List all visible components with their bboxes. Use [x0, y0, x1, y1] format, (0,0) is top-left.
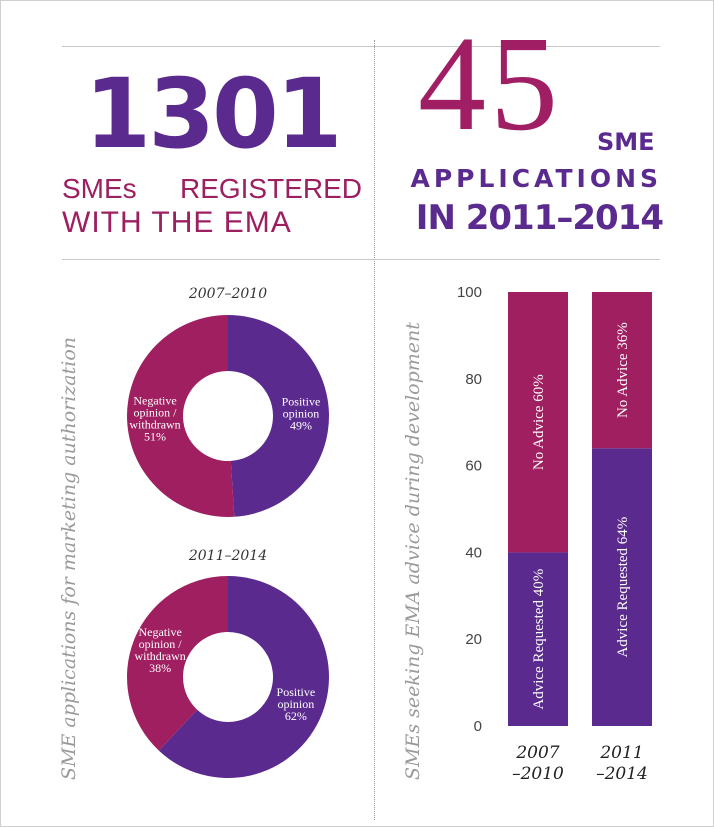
donut-slice-label: opinion /: [134, 405, 178, 419]
applications-count: 45: [418, 9, 562, 159]
donut-period-label: 2011–2014: [188, 548, 267, 564]
y-tick-label: 80: [465, 371, 482, 388]
vertical-divider: [374, 40, 375, 820]
top-rule: [62, 46, 660, 47]
donut-slice-label: 49%: [290, 419, 312, 433]
donut-slice-label: Negative: [138, 625, 181, 639]
x-category-label: –2010: [512, 764, 564, 784]
bar-segment: [592, 292, 652, 449]
donut-period-label: 2007–2010: [188, 286, 267, 302]
bar-segment: [592, 448, 652, 726]
donut-slice-label: opinion /: [139, 637, 183, 651]
bar-segment-label: Advice Requested 40%: [531, 569, 547, 710]
registered-count: 1301: [84, 58, 342, 170]
applications-period: IN 2011–2014: [415, 198, 664, 238]
donut-slice-label: withdrawn: [134, 649, 185, 663]
bar-segment: [508, 292, 568, 553]
bar-segment-label: No Advice 60%: [531, 374, 547, 470]
registered-caption-line1: SMEs REGISTERED: [62, 174, 362, 204]
middle-rule: [62, 259, 660, 260]
donut-slice-label: opinion: [278, 697, 315, 711]
donut-slice-label: Positive: [277, 685, 316, 699]
registered-caption-registered: REGISTERED: [179, 173, 362, 204]
y-tick-label: 20: [465, 631, 482, 648]
donut-slice-label: withdrawn: [129, 417, 180, 431]
bar-segment: [508, 552, 568, 726]
y-tick-label: 0: [474, 718, 482, 735]
bar-segment-label: Advice Requested 64%: [615, 517, 631, 658]
donut-slice-label: opinion: [283, 407, 320, 421]
donut-slice: [126, 576, 228, 751]
y-tick-label: 40: [465, 544, 482, 561]
bar-segment-label: No Advice 36%: [615, 322, 631, 418]
y-tick-label: 100: [457, 284, 482, 301]
donut-slice-label: Negative: [133, 393, 176, 407]
donut-slice: [158, 576, 329, 779]
donut-slice-label: 38%: [149, 661, 171, 675]
x-category-label: 2011: [599, 743, 643, 763]
y-tick-label: 60: [465, 458, 482, 475]
applications-sme-label: SME: [597, 128, 655, 156]
donut-slice-label: Positive: [282, 395, 321, 409]
applications-label: APPLICATIONS: [410, 164, 662, 193]
donut-slice-label: 51%: [144, 429, 166, 443]
x-category-label: 2007: [515, 743, 559, 763]
donut-slice-label: 62%: [285, 709, 307, 723]
donut-slice: [228, 315, 330, 517]
x-category-label: –2014: [596, 764, 648, 784]
registered-caption-line2: WITH THE EMA: [62, 206, 292, 239]
donut-slice: [127, 315, 235, 517]
registered-caption-smes: SMEs: [62, 173, 137, 204]
